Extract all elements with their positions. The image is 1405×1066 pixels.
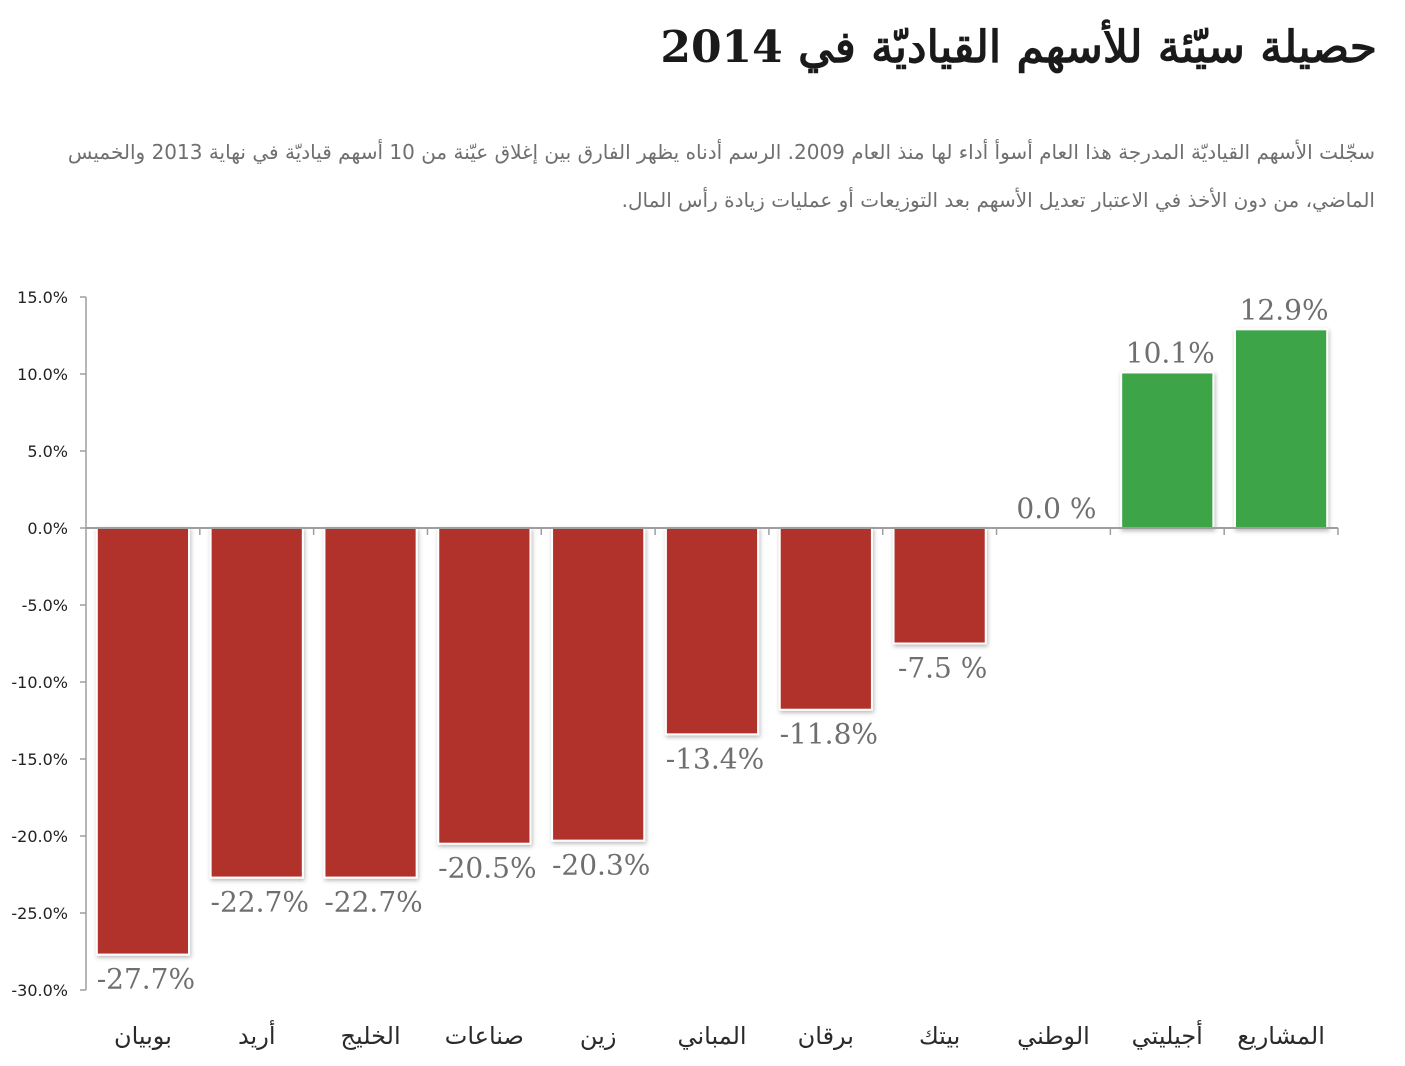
data-label: -22.7% (324, 886, 422, 919)
bars-group (95, 328, 1329, 956)
data-label: 10.1% (1126, 336, 1215, 369)
y-tick-label: 5.0% (27, 442, 68, 461)
y-tick-label: -30.0% (11, 981, 68, 1000)
data-label: -27.7% (97, 963, 195, 996)
x-category-label: برقان (798, 1022, 854, 1050)
bar (1233, 328, 1329, 530)
data-label: -20.3% (552, 849, 650, 882)
x-category-label: المشاريع (1237, 1022, 1325, 1050)
data-labels-group: -27.7% -22.7% -22.7% -20.5% -20.3% -13.4% -11.… (97, 293, 1329, 995)
x-category-label: بوبيان (114, 1022, 172, 1050)
data-label: 0.0 % (1016, 492, 1096, 525)
bar (778, 527, 873, 711)
y-tick-label: -25.0% (11, 904, 68, 923)
data-label: -13.4% (666, 742, 764, 775)
bar (323, 527, 418, 879)
bar-chart: 15.0% 10.0% 5.0% 0.0% -5.0% -10.0% -15.0% -20.0… (11, 288, 1339, 1050)
data-label: -11.8% (780, 718, 878, 751)
y-tick-label: 15.0% (17, 288, 68, 307)
y-tick-label: 10.0% (17, 365, 68, 384)
bar (95, 527, 191, 956)
data-label: 12.9% (1240, 293, 1329, 326)
x-category-label: صناعات (445, 1022, 524, 1050)
bar (209, 527, 304, 879)
x-axis: بوبيان أريد الخليج صناعات زين المباني برقان بيت… (114, 1020, 1325, 1050)
x-category-label: أريد (238, 1020, 276, 1050)
y-tick-label: -15.0% (11, 750, 68, 769)
x-category-label: المباني (677, 1022, 746, 1050)
y-tick-label: -10.0% (11, 673, 68, 692)
bar (437, 527, 532, 845)
chart-title: حصيلة سيّئة للأسهم القياديّة في 2014 (660, 22, 1377, 73)
x-category-label: أجيليتي (1132, 1020, 1203, 1050)
y-tick-label: 0.0% (27, 519, 68, 538)
y-tick-label: -20.0% (11, 827, 68, 846)
data-label: -22.7% (211, 886, 309, 919)
x-category-label: زين (580, 1022, 617, 1050)
y-axis: 15.0% 10.0% 5.0% 0.0% -5.0% -10.0% -15.0% -20.0… (11, 288, 86, 1000)
x-category-label: الوطني (1017, 1022, 1090, 1050)
data-label: -20.5% (438, 852, 536, 885)
chart-subtitle: سجّلت الأسهم القياديّة المدرجة هذا العام… (67, 140, 1375, 212)
y-tick-label: -5.0% (22, 596, 68, 615)
x-category-label: الخليج (340, 1022, 400, 1050)
bar (664, 527, 760, 736)
data-label: -7.5 % (898, 652, 988, 685)
axes-lines (85, 297, 1339, 990)
bar (1120, 371, 1215, 529)
x-category-label: بيتك (919, 1022, 960, 1050)
bar (892, 527, 987, 645)
bar (551, 527, 646, 842)
